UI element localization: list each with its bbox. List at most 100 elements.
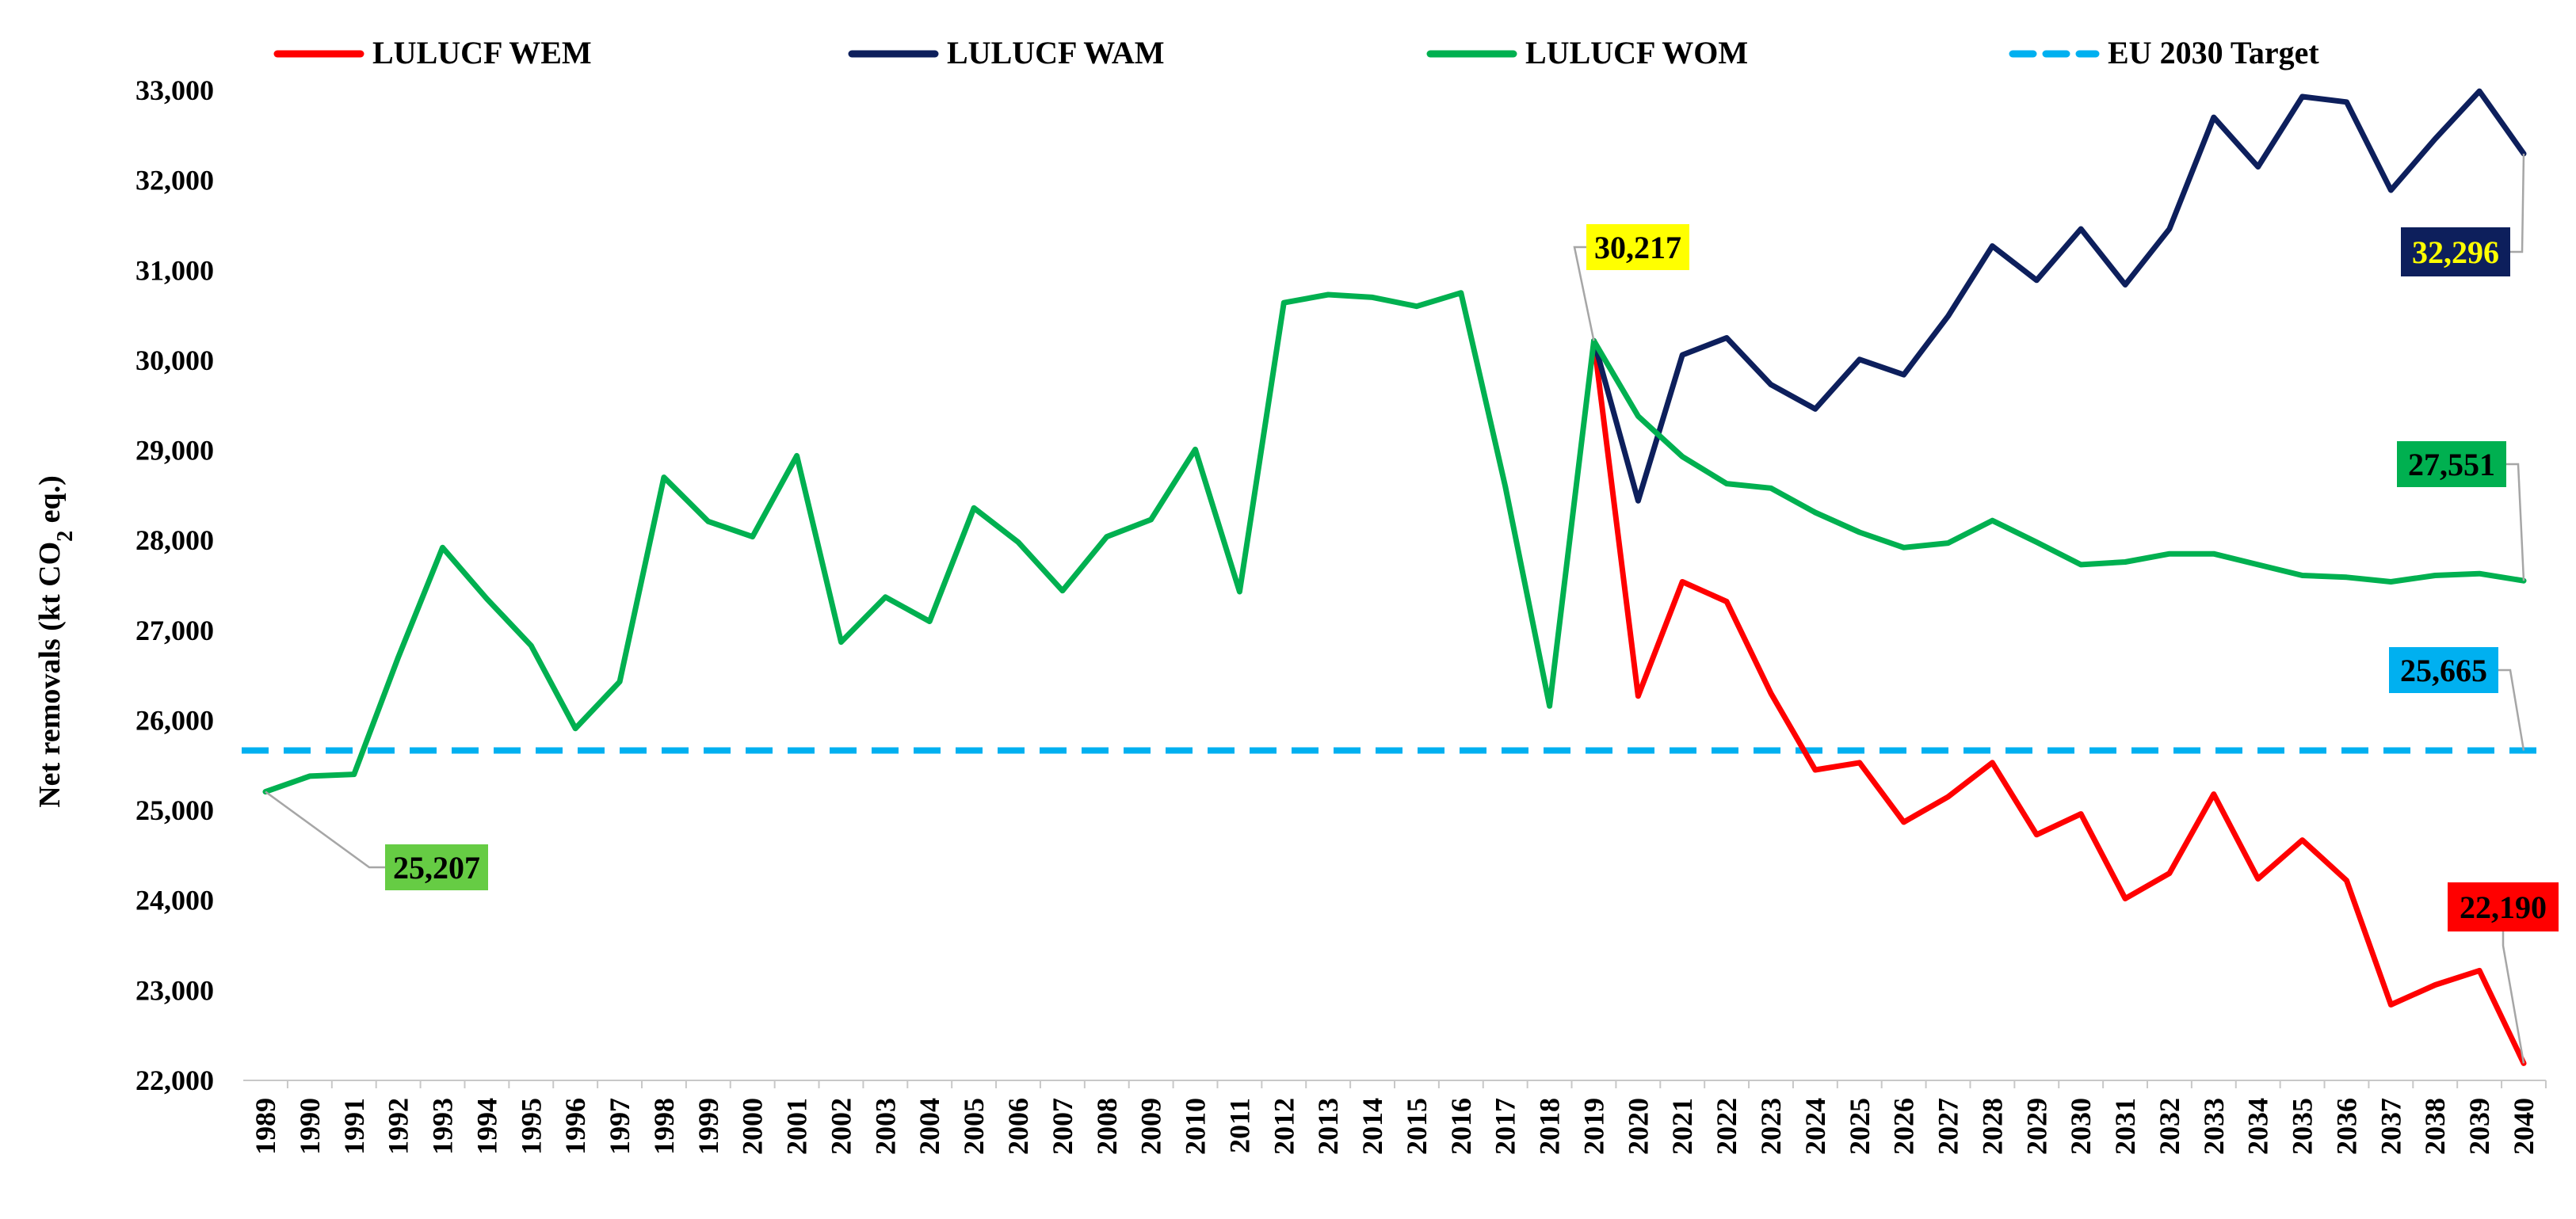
x-tick-label: 2017 — [1490, 1098, 1521, 1155]
series-layer — [242, 88, 2540, 1066]
x-tick-label: 2029 — [2021, 1098, 2052, 1155]
x-tick-label: 2001 — [781, 1098, 813, 1155]
x-tick-label: 2019 — [1578, 1098, 1609, 1155]
callout-leader — [1573, 246, 1595, 341]
y-tick-label: 33,000 — [135, 74, 214, 106]
callouts: 25,207 30,217 32,296 27,551 25,665 22,190 — [265, 153, 2559, 1064]
x-tick-label: 2028 — [1976, 1098, 2008, 1155]
callout-leader — [265, 790, 385, 869]
legend-label: LULUCF WAM — [947, 35, 1164, 70]
legend-label: LULUCF WEM — [372, 35, 592, 70]
x-tick-label: 2020 — [1622, 1098, 1654, 1155]
x-tick-label: 2018 — [1534, 1098, 1566, 1155]
x-tick-label: 1992 — [383, 1098, 414, 1155]
x-tick-label: 2024 — [1799, 1098, 1831, 1155]
x-tick-label: 2014 — [1357, 1098, 1388, 1155]
y-tick-label: 29,000 — [135, 435, 214, 467]
y-axis: 22,000 23,000 24,000 25,000 26,000 27,000 28,0… — [135, 74, 214, 1096]
callout-leader — [2498, 669, 2525, 751]
x-tick-label: 1991 — [338, 1098, 370, 1155]
x-tick-label: 2007 — [1047, 1098, 1078, 1155]
legend-item-lulucf-wam: LULUCF WAM — [848, 35, 1164, 70]
x-tick-label: 2022 — [1711, 1098, 1742, 1155]
x-tick-label: 2027 — [1933, 1098, 1964, 1155]
x-tick-label: 2006 — [1002, 1098, 1034, 1155]
callout-label: 30,217 — [1594, 230, 1681, 265]
x-tick-label: 2008 — [1091, 1098, 1123, 1155]
y-tick-label: 28,000 — [135, 524, 214, 556]
y-tick-label: 22,000 — [135, 1065, 214, 1096]
y-tick-label: 26,000 — [135, 704, 214, 736]
x-tick-label: 1990 — [294, 1098, 326, 1155]
x-tick-label: 2013 — [1312, 1098, 1344, 1155]
x-tick-label: 2009 — [1135, 1098, 1167, 1155]
callout-box — [2448, 882, 2559, 931]
callout-25207: 25,207 — [265, 790, 488, 890]
x-tick-label: 2005 — [958, 1098, 990, 1155]
callout-box — [385, 844, 488, 890]
x-tick-label: 2021 — [1666, 1098, 1698, 1155]
x-tick-label: 1995 — [515, 1098, 547, 1155]
y-tick-label: 24,000 — [135, 885, 214, 916]
x-tick-label: 1994 — [471, 1098, 502, 1155]
callout-leader — [2502, 931, 2525, 1064]
callout-leader — [2510, 153, 2525, 253]
legend-label: EU 2030 Target — [2108, 35, 2319, 70]
callout-box — [2389, 647, 2498, 693]
y-axis-title: Net removals (kt CO2 eq.) — [33, 475, 78, 808]
x-tick-label: 1998 — [648, 1098, 680, 1155]
x-tick-label: 2015 — [1401, 1098, 1433, 1155]
x-tick-label: 2023 — [1755, 1098, 1787, 1155]
x-tick-label: 2033 — [2198, 1098, 2230, 1155]
callout-30217: 30,217 — [1573, 224, 1689, 341]
callout-leader — [2506, 463, 2525, 581]
x-tick-label: 2025 — [1844, 1098, 1876, 1155]
y-tick-label: 30,000 — [135, 345, 214, 376]
callout-label: 25,665 — [2400, 653, 2487, 688]
y-tick-label: 27,000 — [135, 615, 214, 646]
legend-item-lulucf-wem: LULUCF WEM — [273, 35, 592, 70]
x-tick-label: 2000 — [737, 1098, 769, 1155]
x-tick-label: 1996 — [559, 1098, 591, 1155]
y-tick-label: 25,000 — [135, 794, 214, 826]
x-axis: 1989 1990 1991 1992 1993 1994 1995 1996 1997 1998… — [243, 1080, 2547, 1155]
callout-22190: 22,190 — [2448, 882, 2559, 1064]
callout-box — [2401, 227, 2510, 276]
x-tick-label: 2038 — [2419, 1098, 2451, 1155]
x-tick-label: 2031 — [2109, 1098, 2141, 1155]
y-tick-label: 32,000 — [135, 165, 214, 196]
series-historical — [262, 290, 1597, 795]
callout-box — [1586, 224, 1689, 270]
x-tick-label: 2003 — [869, 1098, 901, 1155]
x-tick-label: 1989 — [250, 1098, 281, 1155]
y-tick-label: 23,000 — [135, 974, 214, 1006]
callout-box — [2397, 441, 2506, 487]
x-tick-label: 2039 — [2463, 1098, 2495, 1155]
series-lulucf-wam — [1591, 88, 2527, 504]
callout-label: 25,207 — [393, 850, 480, 886]
x-tick-label: 2030 — [2065, 1098, 2097, 1155]
x-tick-label: 2036 — [2330, 1098, 2362, 1155]
callout-label: 22,190 — [2460, 889, 2547, 925]
callout-label: 27,551 — [2408, 447, 2495, 482]
x-tick-label: 1993 — [427, 1098, 459, 1155]
legend-item-lulucf-wom: LULUCF WOM — [1426, 35, 1748, 70]
callout-27551: 27,551 — [2397, 441, 2525, 581]
x-tick-label: 2026 — [1888, 1098, 1920, 1155]
legend-item-eu-2030-target: EU 2030 Target — [2009, 35, 2319, 70]
x-tick-label: 2037 — [2375, 1098, 2406, 1155]
legend-label: LULUCF WOM — [1525, 35, 1748, 70]
x-tick-label: 2032 — [2154, 1098, 2185, 1155]
x-tick-label: 2011 — [1223, 1098, 1255, 1153]
legend: LULUCF WEM LULUCF WAM LULUCF WOM EU 2030 Ta… — [273, 35, 2319, 70]
x-tick-label: 2040 — [2508, 1098, 2540, 1155]
x-tick-label: 2035 — [2287, 1098, 2318, 1155]
x-tick-label: 2012 — [1268, 1098, 1299, 1155]
callout-25665: 25,665 — [2389, 647, 2525, 751]
x-tick-label: 1997 — [604, 1098, 635, 1155]
series-lulucf-wom — [1591, 337, 2527, 585]
x-tick-label: 2016 — [1445, 1098, 1477, 1155]
x-tick-label: 2004 — [914, 1098, 945, 1155]
series-lulucf-wem — [1591, 337, 2527, 1066]
